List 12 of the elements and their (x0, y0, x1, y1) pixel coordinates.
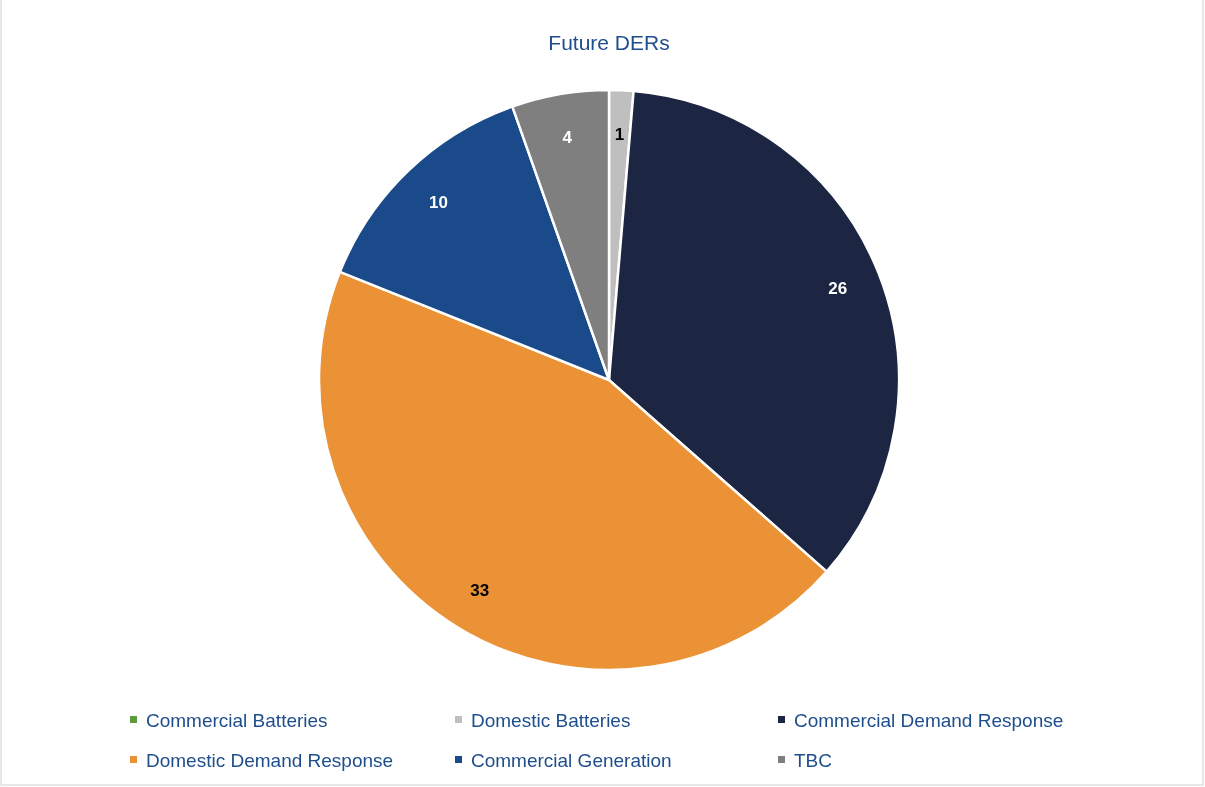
data-label: 4 (562, 128, 573, 147)
legend-label: TBC (794, 749, 832, 771)
data-label: 10 (428, 192, 448, 212)
chart-title: Future DERs (548, 31, 670, 54)
data-label: 26 (828, 279, 848, 299)
legend-label: Commercial Batteries (146, 709, 328, 731)
data-label: 33 (470, 580, 490, 600)
legend-label: Domestic Batteries (471, 709, 631, 731)
data-label: 1 (614, 124, 625, 144)
legend-label: Commercial Demand Response (794, 709, 1064, 731)
legend-label: Commercial Generation (471, 749, 672, 771)
legend-label: Domestic Demand Response (146, 749, 394, 771)
